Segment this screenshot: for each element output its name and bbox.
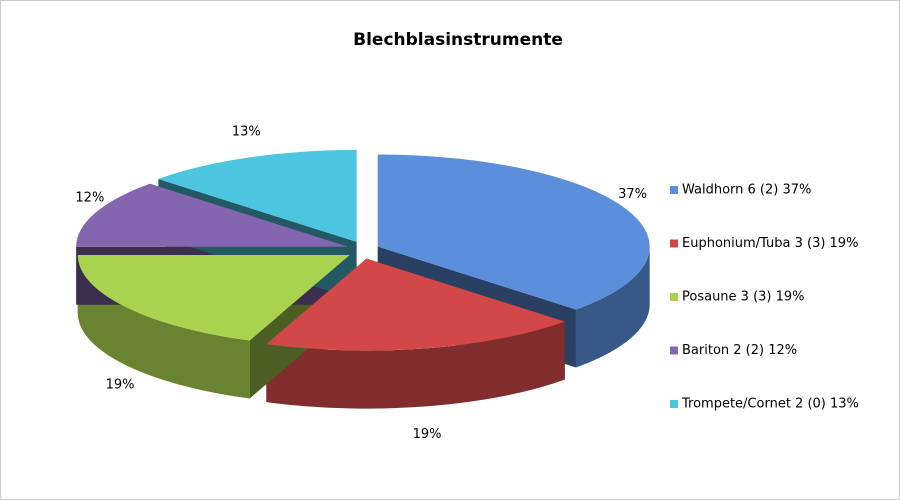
slice-side	[266, 321, 565, 409]
legend-label: Waldhorn 6 (2) 37%	[682, 183, 811, 198]
slice	[158, 149, 357, 242]
slice	[77, 254, 350, 341]
data-label: 12%	[75, 190, 104, 205]
slice	[76, 183, 349, 247]
legend-swatch	[670, 400, 678, 408]
data-label: 13%	[232, 125, 261, 140]
slice	[377, 154, 650, 310]
data-label: 19%	[413, 427, 442, 442]
legend-label: Trompete/Cornet 2 (0) 13%	[681, 397, 859, 412]
slice-side	[575, 246, 650, 368]
legend-swatch	[670, 239, 678, 248]
data-label: 19%	[106, 378, 135, 393]
legend-swatch	[670, 346, 678, 355]
legend-label: Bariton 2 (2) 12%	[682, 343, 797, 358]
legend-label: Posaune 3 (3) 19%	[682, 290, 805, 305]
slice-side	[77, 254, 250, 399]
chart-title: Blechblasinstrumente	[353, 30, 563, 50]
slice	[266, 258, 565, 351]
legend-label: Euphonium/Tuba 3 (3) 19%	[682, 236, 858, 251]
legend-swatch	[670, 186, 678, 194]
legend-swatch	[670, 293, 678, 301]
data-label: 37%	[618, 187, 647, 202]
